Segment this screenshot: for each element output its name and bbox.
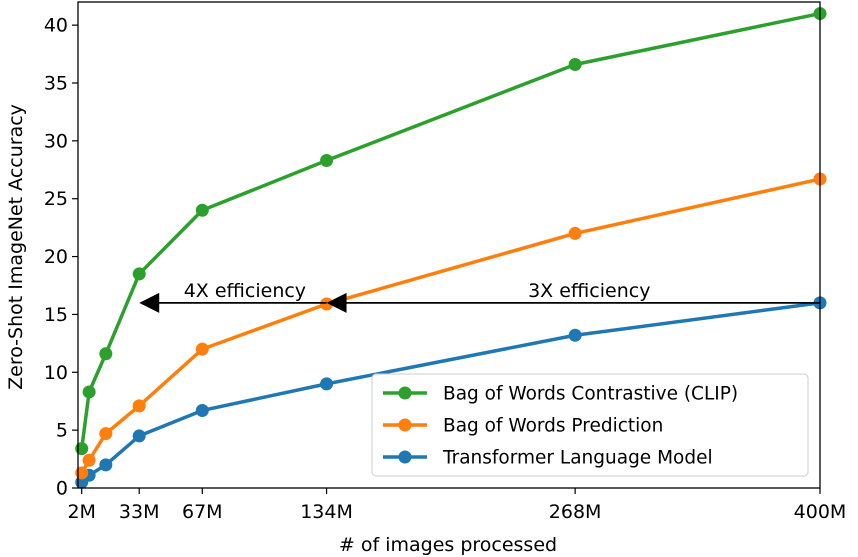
y-tick-label: 5	[56, 420, 68, 442]
x-tick-label: 400M	[794, 501, 847, 523]
data-point	[195, 403, 209, 417]
y-axis-label: Zero-Shot ImageNet Accuracy	[5, 104, 27, 390]
x-axis-label: # of images processed	[339, 534, 557, 556]
y-tick-label: 20	[44, 246, 68, 268]
data-point	[195, 342, 209, 356]
data-point	[132, 267, 146, 281]
x-tick-label: 268M	[549, 501, 602, 523]
efficiency-arrow-head	[139, 292, 160, 313]
x-tick-label: 67M	[182, 501, 223, 523]
data-point	[82, 385, 96, 399]
data-point	[320, 297, 334, 311]
x-tick-label: 2M	[67, 501, 95, 523]
plot-frame	[77, 1, 821, 489]
x-tick-label: 33M	[119, 501, 160, 523]
x-tick-label: 134M	[300, 501, 353, 523]
data-point	[75, 442, 89, 456]
data-point	[320, 154, 334, 168]
legend-marker	[398, 386, 412, 400]
y-tick-label: 30	[44, 130, 68, 152]
legend-box	[371, 373, 809, 477]
data-point	[82, 453, 96, 467]
data-point	[320, 377, 334, 391]
data-point	[195, 203, 209, 217]
legend-marker	[398, 418, 412, 432]
y-tick-label: 0	[56, 478, 68, 500]
data-point	[568, 328, 582, 342]
legend-entry: Bag of Words Prediction	[443, 416, 663, 437]
data-point	[568, 57, 582, 71]
legend-marker	[398, 450, 412, 464]
data-point	[99, 427, 113, 441]
y-tick-label: 10	[44, 362, 68, 384]
legend-entry: Bag of Words Contrastive (CLIP)	[443, 384, 738, 405]
data-point	[132, 399, 146, 413]
efficiency-annotation: 4X efficiency	[184, 280, 306, 302]
data-point	[99, 458, 113, 472]
efficiency-annotation: 3X efficiency	[528, 280, 650, 302]
legend-entry: Transformer Language Model	[442, 448, 713, 469]
series-line	[79, 11, 822, 451]
y-tick-label: 40	[44, 15, 68, 37]
y-tick-label: 25	[44, 188, 68, 210]
data-point	[132, 429, 146, 443]
data-point	[99, 347, 113, 361]
data-point	[568, 226, 582, 240]
y-tick-label: 15	[44, 304, 68, 326]
data-point	[75, 466, 89, 480]
legend: Bag of Words Contrastive (CLIP) Bag of Wo…	[371, 373, 809, 477]
efficiency-arrow-head	[326, 292, 347, 313]
y-tick-label: 35	[44, 73, 68, 95]
